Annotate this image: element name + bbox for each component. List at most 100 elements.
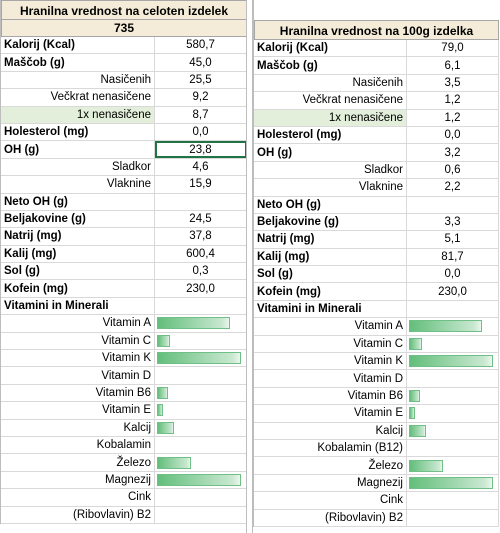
vitamin-label-cell[interactable]: (Ribovlavin) B2 (254, 509, 407, 526)
label-cell[interactable]: Vlaknine (254, 179, 407, 196)
data-bar-cell[interactable] (155, 506, 247, 523)
data-bar-cell[interactable] (155, 402, 247, 419)
vitamin-label-cell[interactable]: Kobalamin (1, 436, 155, 454)
label-cell[interactable]: 1x nenasičene (254, 109, 407, 126)
data-bar-cell[interactable] (407, 353, 499, 370)
vitamin-label-cell[interactable]: Kalcij (254, 422, 407, 439)
value-cell[interactable]: 81,7 (407, 248, 499, 266)
label-cell[interactable]: Vitamini in Minerali (254, 300, 407, 318)
value-cell[interactable]: 0,0 (407, 266, 499, 283)
data-bar-cell[interactable] (407, 509, 499, 526)
vitamin-label-cell[interactable]: Vitamin D (254, 370, 407, 387)
data-bar-cell[interactable] (155, 367, 247, 384)
vitamin-label-cell[interactable]: Železo (254, 457, 407, 474)
value-cell[interactable]: 2,2 (407, 179, 499, 196)
data-bar-cell[interactable] (155, 384, 247, 402)
label-cell[interactable]: Holesterol (mg) (254, 126, 407, 144)
data-bar-cell[interactable] (407, 318, 499, 335)
label-cell[interactable]: Neto OH (g) (1, 193, 155, 210)
data-bar-cell[interactable] (407, 370, 499, 387)
data-bar-cell[interactable] (407, 457, 499, 474)
label-cell[interactable]: Beljakovine (g) (1, 210, 155, 228)
data-bar-cell[interactable] (407, 387, 499, 405)
data-bar-cell[interactable] (155, 419, 247, 436)
data-bar-cell[interactable] (407, 474, 499, 492)
data-bar-cell[interactable] (407, 335, 499, 353)
value-cell[interactable] (407, 300, 499, 318)
value-cell[interactable] (155, 193, 247, 210)
data-bar-cell[interactable] (155, 489, 247, 506)
label-cell[interactable]: 1x nenasičene (1, 106, 155, 123)
data-bar-cell[interactable] (155, 315, 247, 332)
vitamin-label-cell[interactable]: Vitamin E (254, 405, 407, 422)
label-cell[interactable]: OH (g) (254, 144, 407, 161)
value-cell[interactable]: 23,8 (155, 141, 247, 158)
label-cell[interactable]: Sladkor (1, 158, 155, 176)
vitamin-label-cell[interactable]: Kobalamin (B12) (254, 439, 407, 457)
label-cell[interactable]: Nasičenih (1, 71, 155, 89)
label-cell[interactable]: Kalij (mg) (1, 245, 155, 263)
value-cell[interactable]: 3,3 (407, 213, 499, 231)
label-cell[interactable]: Kalorij (Kcal) (254, 40, 407, 57)
vitamin-label-cell[interactable]: Vitamin D (1, 367, 155, 384)
label-cell[interactable]: Maščob (g) (1, 54, 155, 71)
label-cell[interactable]: Sol (g) (254, 266, 407, 283)
vitamin-label-cell[interactable]: Železo (1, 454, 155, 471)
label-cell[interactable]: Sol (g) (1, 263, 155, 280)
vitamin-label-cell[interactable]: Vitamin K (254, 353, 407, 370)
value-cell[interactable]: 600,4 (155, 245, 247, 263)
data-bar-cell[interactable] (155, 332, 247, 350)
label-cell[interactable]: Kofein (mg) (1, 280, 155, 297)
value-cell[interactable]: 0,6 (407, 161, 499, 179)
vitamin-label-cell[interactable]: Vitamin A (254, 318, 407, 335)
right-table-title[interactable]: Hranilna vrednost na 100g izdelka (254, 20, 499, 40)
label-cell[interactable]: Sladkor (254, 161, 407, 179)
value-cell[interactable]: 1,2 (407, 92, 499, 109)
label-cell[interactable]: Kalorij (Kcal) (1, 37, 155, 54)
value-cell[interactable]: 230,0 (407, 283, 499, 300)
value-cell[interactable]: 230,0 (155, 280, 247, 297)
label-cell[interactable]: Kalij (mg) (254, 248, 407, 266)
vitamin-label-cell[interactable]: Cink (1, 489, 155, 506)
left-table-title[interactable]: Hranilna vrednost na celoten izdelek (1, 0, 247, 20)
vitamin-label-cell[interactable]: (Ribovlavin) B2 (1, 506, 155, 523)
value-cell[interactable]: 37,8 (155, 228, 247, 245)
label-cell[interactable]: Holesterol (mg) (1, 123, 155, 141)
data-bar-cell[interactable] (407, 405, 499, 422)
vitamin-label-cell[interactable]: Vitamin C (254, 335, 407, 353)
vitamin-label-cell[interactable]: Vitamin E (1, 402, 155, 419)
value-cell[interactable]: 5,1 (407, 231, 499, 248)
value-cell[interactable]: 9,2 (155, 89, 247, 106)
vitamin-label-cell[interactable]: Magnezij (1, 471, 155, 489)
data-bar-cell[interactable] (407, 492, 499, 509)
data-bar-cell[interactable] (407, 422, 499, 439)
data-bar-cell[interactable] (155, 471, 247, 489)
value-cell[interactable]: 3,2 (407, 144, 499, 161)
label-cell[interactable]: Večkrat nenasičene (1, 89, 155, 106)
value-cell[interactable] (407, 196, 499, 213)
value-cell[interactable]: 0,3 (155, 263, 247, 280)
label-cell[interactable]: Kofein (mg) (254, 283, 407, 300)
value-cell[interactable]: 0,0 (407, 126, 499, 144)
vitamin-label-cell[interactable]: Vitamin C (1, 332, 155, 350)
value-cell[interactable]: 1,2 (407, 109, 499, 126)
vitamin-label-cell[interactable]: Magnezij (254, 474, 407, 492)
label-cell[interactable]: Vlaknine (1, 176, 155, 193)
label-cell[interactable]: Natrij (mg) (1, 228, 155, 245)
label-cell[interactable]: Beljakovine (g) (254, 213, 407, 231)
vitamin-label-cell[interactable]: Vitamin B6 (1, 384, 155, 402)
value-cell[interactable]: 45,0 (155, 54, 247, 71)
vitamin-label-cell[interactable]: Vitamin K (1, 350, 155, 367)
vitamin-label-cell[interactable]: Kalcij (1, 419, 155, 436)
value-cell[interactable]: 580,7 (155, 37, 247, 54)
label-cell[interactable]: Neto OH (g) (254, 196, 407, 213)
value-cell[interactable]: 79,0 (407, 40, 499, 57)
label-cell[interactable]: OH (g) (1, 141, 155, 158)
vitamin-label-cell[interactable]: Vitamin B6 (254, 387, 407, 405)
value-cell[interactable]: 15,9 (155, 176, 247, 193)
label-cell[interactable]: Nasičenih (254, 74, 407, 92)
value-cell[interactable]: 8,7 (155, 106, 247, 123)
data-bar-cell[interactable] (155, 436, 247, 454)
value-cell[interactable]: 24,5 (155, 210, 247, 228)
value-cell[interactable]: 3,5 (407, 74, 499, 92)
